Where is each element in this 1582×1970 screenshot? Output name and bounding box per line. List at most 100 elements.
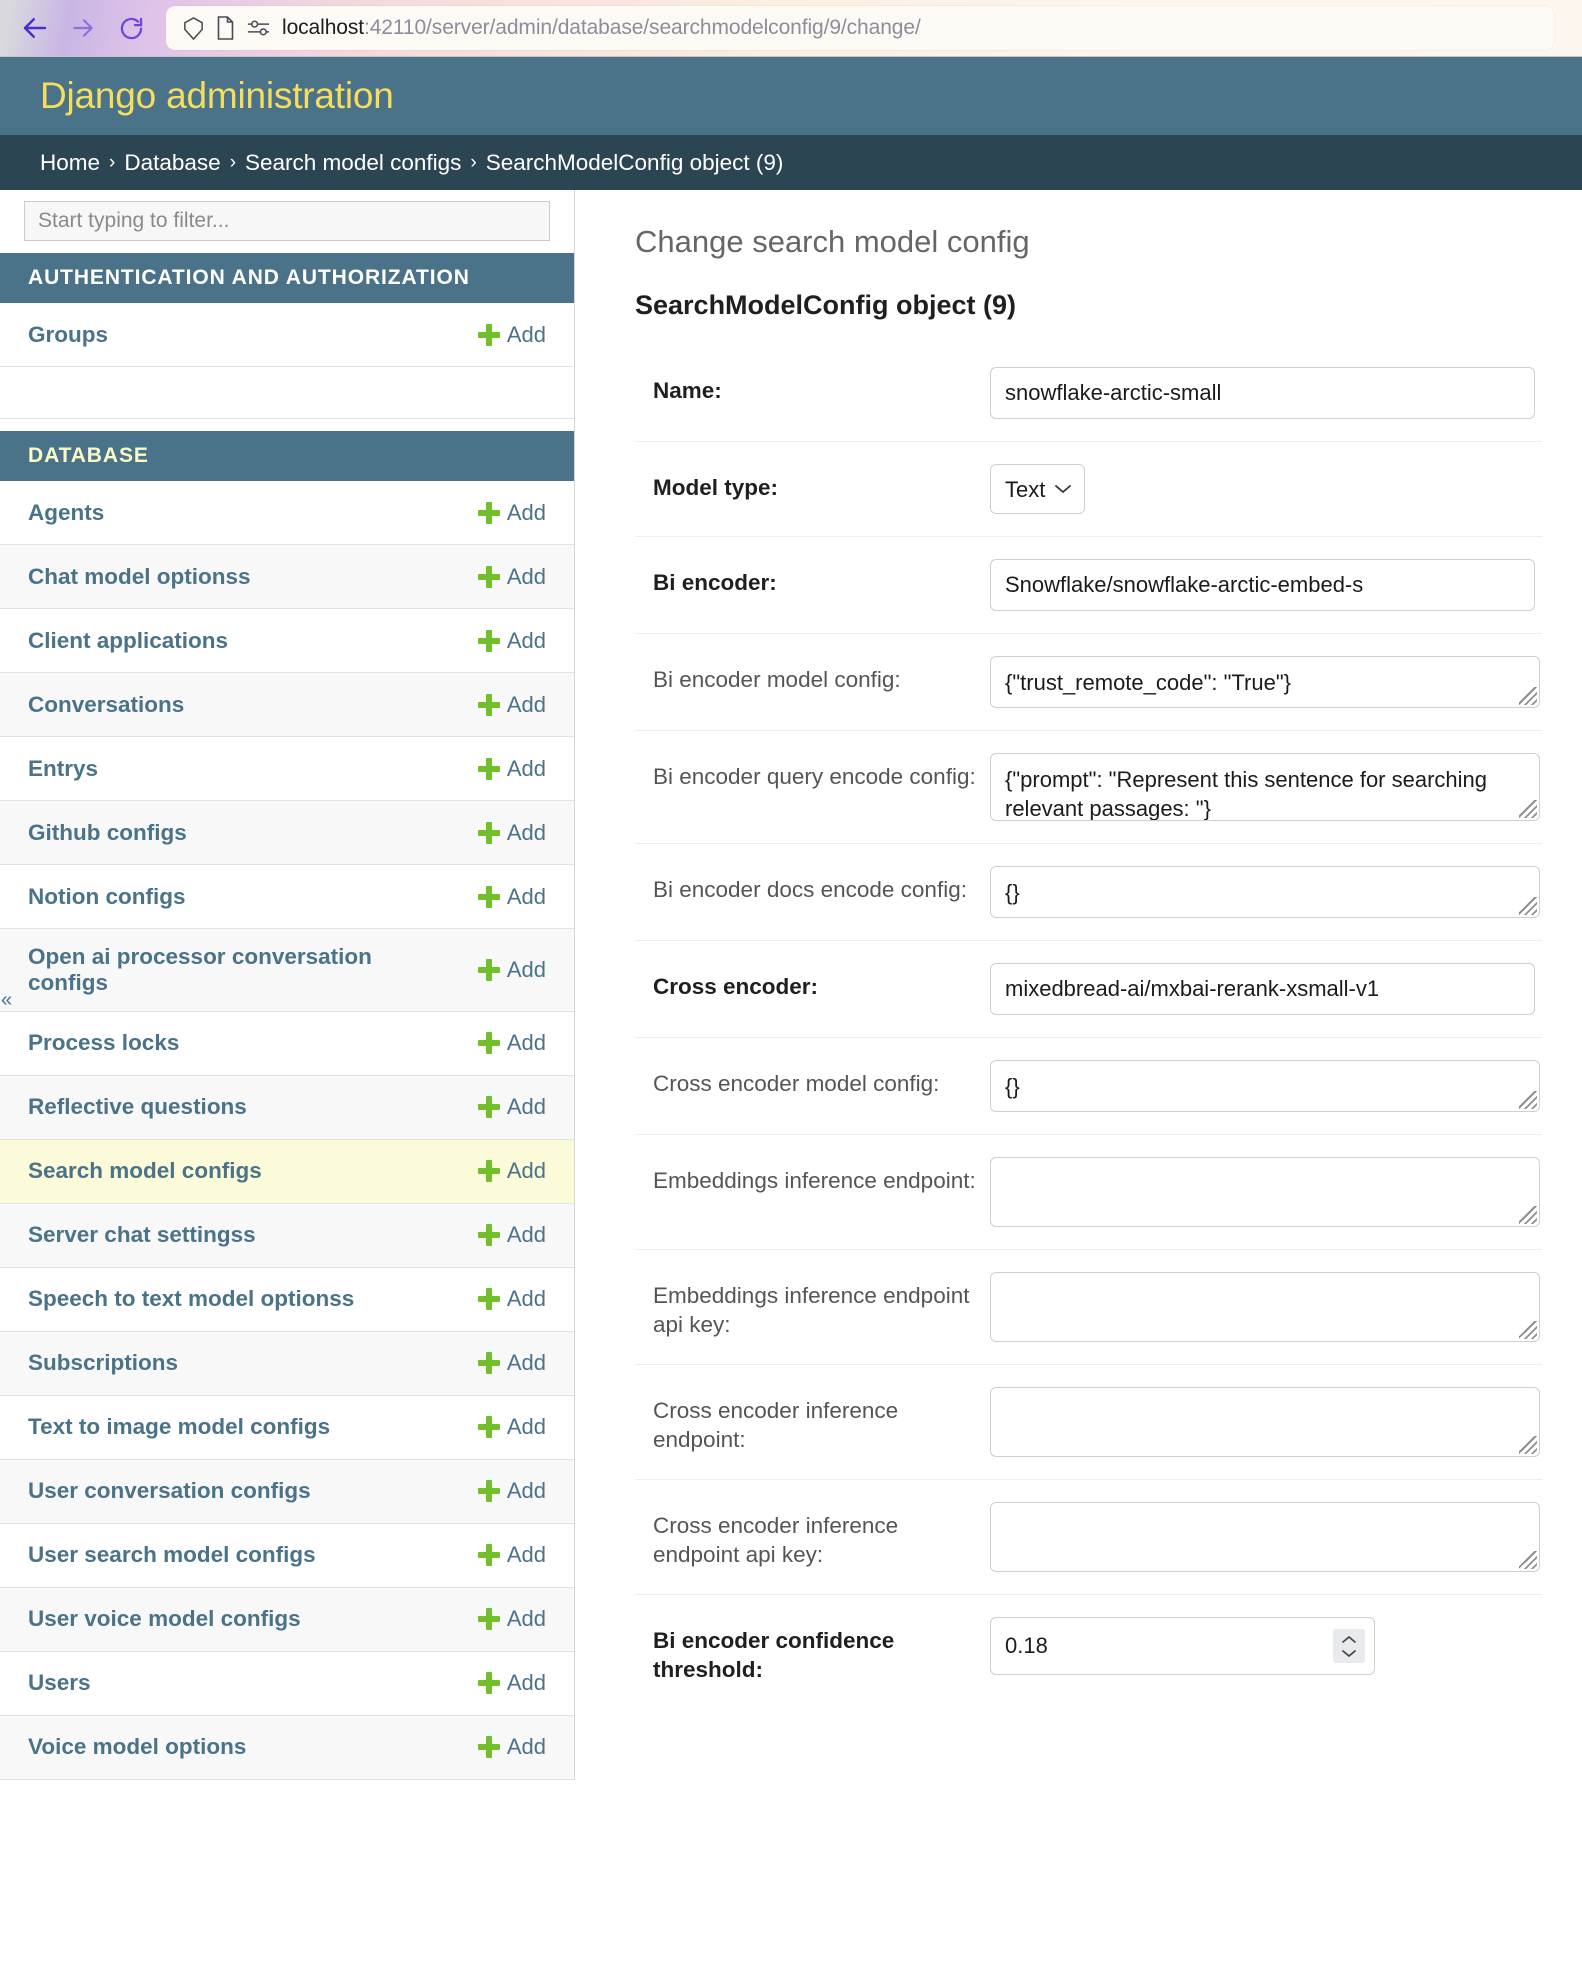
sidebar-model-link[interactable]: Text to image model configs — [28, 1414, 331, 1440]
spinner-down-icon[interactable] — [1341, 1648, 1357, 1658]
breadcrumb-item[interactable]: Home — [40, 149, 101, 175]
spinner-up-icon[interactable] — [1341, 1635, 1357, 1645]
sidebar-filter-input[interactable] — [24, 201, 550, 241]
field-control-model-type: Text — [990, 464, 1542, 514]
sidebar-app-caption[interactable]: AUTHENTICATION AND AUTHORIZATION — [0, 253, 574, 303]
sidebar-add-link[interactable]: Add — [477, 1670, 546, 1696]
sidebar-app-caption[interactable]: DATABASE — [0, 431, 574, 481]
sidebar-add-link[interactable]: Add — [477, 500, 546, 526]
sidebar-model-row[interactable]: Server chat settingss Add — [0, 1203, 574, 1268]
textarea-bi-encoder-query-encode-config[interactable] — [990, 753, 1540, 821]
textarea-bi-encoder-model-config[interactable] — [990, 656, 1540, 708]
select-wrap-model-type: Text — [990, 464, 1085, 514]
sidebar-model-link[interactable]: Subscriptions — [28, 1350, 179, 1376]
sidebar-model-row[interactable]: Conversations Add — [0, 673, 574, 737]
sidebar-model-link[interactable]: Github configs — [28, 819, 187, 845]
sidebar-model-link[interactable]: Client applications — [28, 627, 229, 653]
sidebar-model-row[interactable]: Speech to text model optionss Add — [0, 1267, 574, 1332]
sidebar-model-link[interactable]: User conversation configs — [28, 1478, 311, 1504]
textarea-cross-encoder-inference-endpoint-api-key[interactable] — [990, 1502, 1540, 1572]
sidebar-model-link[interactable]: User search model configs — [28, 1542, 316, 1568]
breadcrumb-item[interactable]: Search model configs — [245, 149, 462, 175]
sidebar-model-link[interactable]: Server chat settingss — [28, 1222, 256, 1248]
address-bar[interactable]: localhost:42110/server/admin/database/se… — [166, 6, 1554, 50]
permissions-icon[interactable] — [246, 18, 271, 38]
sidebar-add-link[interactable]: Add — [477, 1350, 546, 1376]
sidebar-add-link[interactable]: Add — [477, 1478, 546, 1504]
sidebar-model-row[interactable]: Notion configs Add — [0, 865, 574, 929]
input-bi-encoder[interactable] — [990, 559, 1535, 611]
sidebar-add-link[interactable]: Add — [477, 756, 546, 782]
sidebar-model-row[interactable]: Agents Add — [0, 481, 574, 545]
sidebar-add-link[interactable]: Add — [477, 1222, 546, 1248]
sidebar-add-link[interactable]: Add — [477, 884, 546, 910]
sidebar-model-link[interactable]: Speech to text model optionss — [28, 1286, 355, 1312]
sidebar-model-row[interactable]: Reflective questions Add — [0, 1075, 574, 1140]
sidebar-add-link[interactable]: Add — [477, 1094, 546, 1120]
breadcrumb-item[interactable]: Database — [124, 149, 221, 175]
textarea-cross-encoder-inference-endpoint[interactable] — [990, 1387, 1540, 1457]
sidebar-add-link[interactable]: Add — [477, 1734, 546, 1760]
sidebar-add-link[interactable]: Add — [477, 820, 546, 846]
sidebar-add-link[interactable]: Add — [477, 1286, 546, 1312]
sidebar-model-row[interactable]: Subscriptions Add — [0, 1331, 574, 1396]
select-model-type[interactable]: Text — [990, 464, 1085, 514]
sidebar-model-row[interactable]: Chat model optionss Add — [0, 545, 574, 609]
sidebar-add-link[interactable]: Add — [477, 322, 546, 348]
input-bi-encoder-confidence-threshold[interactable] — [990, 1617, 1375, 1675]
sidebar-model-row[interactable]: Voice model options Add — [0, 1715, 574, 1780]
sidebar-model-row[interactable]: Groups Add — [0, 303, 574, 367]
textarea-cross-encoder-model-config[interactable] — [990, 1060, 1540, 1112]
sidebar-model-row[interactable]: Github configs Add — [0, 801, 574, 865]
sidebar-add-label: Add — [506, 1350, 546, 1376]
sidebar-model-row[interactable]: Users Add — [0, 1651, 574, 1716]
sidebar-model-row[interactable]: Search model configs Add — [0, 1139, 574, 1204]
sidebar-model-link[interactable]: Entrys — [28, 755, 99, 781]
sidebar-model-row[interactable]: User conversation configs Add — [0, 1459, 574, 1524]
sidebar-add-link[interactable]: Add — [477, 1414, 546, 1440]
reload-button[interactable] — [110, 7, 152, 49]
sidebar-model-link[interactable]: Groups — [28, 321, 109, 347]
sidebar-model-row[interactable]: User search model configs Add — [0, 1523, 574, 1588]
sidebar-model-row[interactable]: Process locks Add — [0, 1011, 574, 1076]
sidebar-add-link[interactable]: Add — [477, 1158, 546, 1184]
textarea-bi-encoder-docs-encode-config[interactable] — [990, 866, 1540, 918]
field-label-model-type: Model type: — [653, 475, 779, 500]
site-title[interactable]: Django administration — [40, 75, 394, 116]
sidebar-add-link[interactable]: Add — [477, 1606, 546, 1632]
sidebar-model-link[interactable]: Search model configs — [28, 1158, 262, 1184]
sidebar-model-row[interactable]: Open ai processor conversation configs Ad… — [0, 929, 574, 1012]
sidebar-add-link[interactable]: Add — [477, 692, 546, 718]
sidebar-model-row[interactable]: Client applications Add — [0, 609, 574, 673]
sidebar-model-row[interactable]: User voice model configs Add — [0, 1587, 574, 1652]
sidebar-add-link[interactable]: Add — [477, 1030, 546, 1056]
field-label-cross-encoder-model-config: Cross encoder model config: — [653, 1071, 940, 1096]
forward-button[interactable] — [62, 7, 104, 49]
input-cross-encoder[interactable] — [990, 963, 1535, 1015]
breadcrumb-separator: › — [470, 151, 477, 173]
back-button[interactable] — [14, 7, 56, 49]
sidebar-model-link[interactable]: Agents — [28, 499, 105, 525]
number-spinner[interactable] — [1333, 1629, 1365, 1663]
field-label-embeddings-inference-endpoint-api-key: Embeddings inference endpoint api key: — [653, 1283, 970, 1337]
sidebar-model-link[interactable]: Process locks — [28, 1030, 180, 1056]
sidebar-model-link[interactable]: Users — [28, 1670, 91, 1696]
textarea-embeddings-inference-endpoint[interactable] — [990, 1157, 1540, 1227]
sidebar-model-row[interactable]: Text to image model configs Add — [0, 1395, 574, 1460]
sidebar-collapse-toggle[interactable]: « — [0, 988, 13, 1011]
sidebar-add-link[interactable]: Add — [477, 1542, 546, 1568]
sidebar-model-link[interactable]: Conversations — [28, 691, 185, 717]
input-name[interactable] — [990, 367, 1535, 419]
sidebar-model-link[interactable]: Chat model optionss — [28, 563, 251, 589]
sidebar-model-link[interactable]: Notion configs — [28, 883, 186, 909]
sidebar-add-link[interactable]: Add — [477, 628, 546, 654]
textarea-embeddings-inference-endpoint-api-key[interactable] — [990, 1272, 1540, 1342]
sidebar-add-link[interactable]: Add — [477, 564, 546, 590]
sidebar-model-link[interactable]: User voice model configs — [28, 1606, 301, 1632]
sidebar-add-link[interactable]: Add — [477, 957, 546, 983]
form-row-name: Name: — [635, 345, 1542, 441]
sidebar-model-link[interactable]: Open ai processor conversation configs — [28, 944, 372, 995]
sidebar-model-link[interactable]: Reflective questions — [28, 1094, 247, 1120]
sidebar-model-row[interactable]: Entrys Add — [0, 737, 574, 801]
sidebar-model-link[interactable]: Voice model options — [28, 1734, 247, 1760]
